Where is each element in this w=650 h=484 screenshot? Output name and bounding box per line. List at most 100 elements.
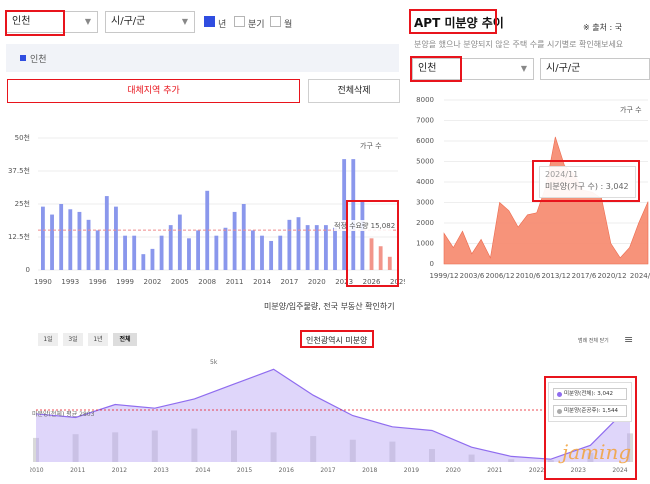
x-tick-label: 2023: [571, 467, 586, 474]
legend-total-item[interactable]: 미분양(전체): 3,042: [553, 388, 627, 400]
period-quarter-checkbox[interactable]: [234, 16, 245, 27]
x-tick-label: 2024/: [630, 272, 650, 280]
supply-label: 적정 수요량 15,082: [334, 221, 395, 230]
add-region-button[interactable]: 대체지역 추가: [7, 79, 300, 103]
after-bar: [231, 430, 237, 462]
right-region-select[interactable]: 인천 ▼: [412, 58, 534, 80]
bar-2013: [250, 230, 255, 270]
district-select[interactable]: 시/구/군 ▼: [105, 11, 195, 33]
delete-all-button[interactable]: 전체삭제: [308, 79, 400, 103]
x-tick-label: 2020/12: [597, 272, 626, 280]
x-tick-label: 2014: [195, 467, 210, 474]
hamburger-menu-icon[interactable]: ≡: [624, 333, 634, 346]
bar-2023: [342, 159, 347, 270]
bar-chart-unit: 가구 수: [360, 141, 382, 150]
right-description: 분양을 했으나 분양되지 않은 주택 수를 시기별로 확인해보세요: [414, 40, 624, 49]
tooltip-date: 2024/11: [545, 170, 579, 179]
range-button-1d[interactable]: 1일: [38, 333, 58, 346]
line-chart-bars: [33, 428, 633, 462]
period-year-label: 년: [218, 20, 227, 30]
average-label: 미분양(전체) 평균 2803: [32, 410, 95, 418]
bar-2002: [150, 248, 155, 270]
x-tick-label: 2021: [487, 467, 502, 474]
line-chart-xticks: 2010 2011 2012 2013 2014 2015 2016 2017 2018 2019…: [30, 467, 628, 474]
x-tick-label: 2024: [612, 467, 627, 474]
x-tick-label: 2013: [154, 467, 169, 474]
bar-2012: [241, 204, 246, 270]
right-region-select-value: 인천: [418, 63, 437, 74]
bar-2008: [205, 190, 210, 270]
after-bar: [310, 436, 317, 462]
after-bar: [587, 452, 594, 462]
after-bar: [72, 434, 79, 462]
bottom-title: 인천광역시 미분양: [306, 336, 368, 345]
source-note: ※ 출처 : 국: [583, 23, 623, 32]
x-tick-label: 1993: [61, 278, 79, 286]
period-year-checkbox[interactable]: [204, 16, 215, 27]
bar-2009: [214, 235, 219, 270]
bar-2000: [132, 235, 137, 270]
range-button-1y[interactable]: 1년: [88, 333, 108, 346]
y-tick-label: 8000: [416, 96, 434, 104]
bar-2019: [305, 225, 310, 270]
after-bar: [429, 449, 435, 462]
bar-2005: [177, 214, 182, 270]
legend-total-dot: [557, 392, 562, 397]
range-button-3d[interactable]: 3일: [63, 333, 83, 346]
bar-2007: [196, 230, 201, 270]
x-tick-label: 2010/6: [516, 272, 541, 280]
x-tick-label: 2020: [308, 278, 326, 286]
x-tick-label: 2008: [198, 278, 216, 286]
bar-2017: [287, 219, 292, 270]
bar-2021: [323, 225, 328, 270]
area-chart-xticks: 1999/12 2003/6 2006/12 2010/6 2013/12 2017/6 2…: [429, 272, 650, 280]
supply-label-bg: [334, 220, 392, 231]
x-tick-label: 2026: [363, 278, 381, 286]
y-tick-label: 25천: [15, 199, 30, 208]
bar-1991: [50, 214, 54, 270]
chevron-down-icon: ▼: [520, 64, 527, 73]
bar-2015: [269, 240, 274, 270]
legend-after-item[interactable]: 미분양(준공후): 1,544: [553, 405, 627, 417]
bar-2022: [333, 227, 337, 270]
x-tick-label: 2002: [144, 278, 162, 286]
bar-1990: [41, 206, 45, 270]
highlight-bottom-title: [300, 330, 374, 348]
chevron-down-icon: ▼: [181, 17, 188, 26]
y-tick-label: 5000: [416, 158, 434, 166]
legend-toggle[interactable]: 범례 전체 닫기: [578, 338, 609, 344]
after-bar: [547, 460, 554, 462]
legend-after-dot: [557, 409, 562, 414]
after-bar: [112, 432, 119, 462]
x-tick-label: 2019: [404, 467, 419, 474]
peak-label: 5k: [210, 359, 218, 366]
highlight-forecast: [346, 200, 399, 287]
y-tick-label: 2000: [416, 219, 434, 227]
bar-1997: [104, 196, 109, 270]
x-tick-label: 2020: [446, 467, 461, 474]
right-district-select[interactable]: 시/구/군: [540, 58, 650, 80]
x-tick-label: 2012: [112, 467, 127, 474]
x-tick-label: 2006/12: [485, 272, 514, 280]
after-bar: [33, 437, 39, 462]
y-tick-label: 0: [430, 260, 434, 268]
y-tick-label: 37.5천: [8, 166, 30, 175]
x-tick-label: 2017: [320, 467, 335, 474]
legend-swatch: [20, 55, 26, 61]
y-tick-label: 3000: [416, 199, 434, 207]
x-tick-label: 1996: [89, 278, 107, 286]
bar-1995: [86, 219, 91, 270]
after-bar: [468, 454, 475, 462]
bar-2027: [378, 246, 383, 270]
period-month-checkbox[interactable]: [270, 16, 281, 27]
x-tick-label: 2014: [253, 278, 271, 286]
caption-link[interactable]: 미분양/입주물량, 전국 부동산 확인하기: [264, 302, 395, 311]
x-tick-label: 2022: [529, 467, 544, 474]
highlight-bottom-legend: [544, 376, 637, 480]
bar-2018: [296, 217, 301, 270]
highlight-tooltip: [532, 160, 640, 202]
range-button-all[interactable]: 전체: [113, 333, 137, 346]
bar-1996: [95, 230, 100, 270]
bar-2028: [387, 256, 392, 270]
period-quarter-label: 분기: [248, 20, 265, 30]
